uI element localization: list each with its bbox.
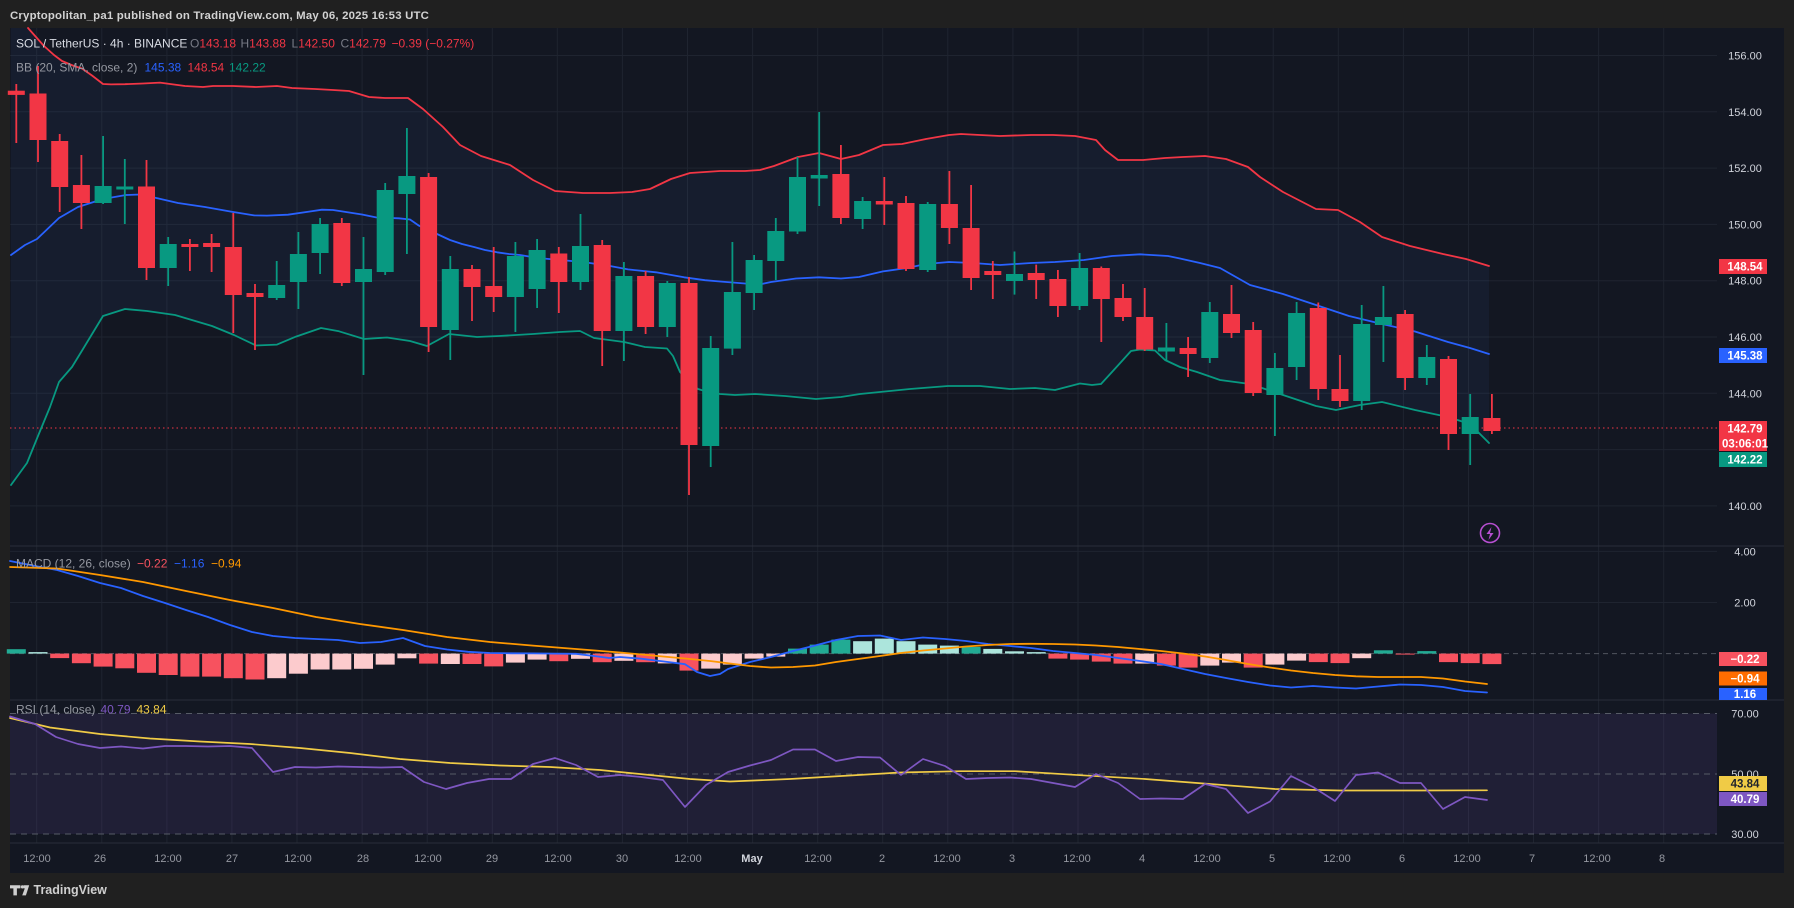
svg-text:−0.22: −0.22: [1730, 654, 1759, 666]
svg-text:142.22: 142.22: [229, 61, 266, 75]
svg-text:142.22: 142.22: [1727, 455, 1762, 467]
svg-text:12:00: 12:00: [1453, 853, 1481, 865]
svg-text:BB (20, SMA, close, 2): BB (20, SMA, close, 2): [16, 61, 137, 75]
svg-text:154.00: 154.00: [1728, 107, 1762, 119]
svg-text:2: 2: [879, 853, 885, 865]
svg-text:−0.94: −0.94: [1730, 674, 1760, 686]
svg-text:40.79: 40.79: [1731, 794, 1760, 806]
svg-text:26: 26: [94, 853, 106, 865]
svg-text:29: 29: [486, 853, 498, 865]
svg-text:152.00: 152.00: [1728, 163, 1762, 175]
svg-text:MACD (12, 26, close): MACD (12, 26, close): [16, 557, 131, 571]
svg-text:03:06:01: 03:06:01: [1722, 439, 1769, 451]
svg-text:145.38: 145.38: [145, 61, 182, 75]
svg-text:TradingView: TradingView: [34, 883, 108, 897]
svg-text:12:00: 12:00: [544, 853, 572, 865]
svg-text:12:00: 12:00: [414, 853, 442, 865]
svg-text:70.00: 70.00: [1731, 709, 1759, 721]
svg-text:O143.18: O143.18: [190, 37, 236, 51]
svg-text:H143.88: H143.88: [241, 37, 287, 51]
svg-text:SOL / TetherUS · 4h · BINANCE: SOL / TetherUS · 4h · BINANCE: [16, 37, 187, 51]
svg-text:3: 3: [1009, 853, 1015, 865]
svg-text:12:00: 12:00: [804, 853, 832, 865]
svg-text:12:00: 12:00: [1063, 853, 1091, 865]
svg-text:4: 4: [1139, 853, 1145, 865]
svg-text:L142.50: L142.50: [292, 37, 336, 51]
svg-text:12:00: 12:00: [674, 853, 702, 865]
svg-text:−0.94: −0.94: [211, 557, 242, 571]
svg-text:1.16: 1.16: [1734, 689, 1756, 701]
svg-text:156.00: 156.00: [1728, 51, 1762, 63]
svg-text:43.84: 43.84: [1731, 779, 1760, 791]
svg-text:12:00: 12:00: [1583, 853, 1611, 865]
svg-text:12:00: 12:00: [1323, 853, 1351, 865]
svg-text:−0.22: −0.22: [137, 557, 168, 571]
svg-text:5: 5: [1269, 853, 1275, 865]
svg-text:140.00: 140.00: [1728, 501, 1762, 513]
svg-text:4.00: 4.00: [1734, 546, 1755, 558]
svg-text:40.79: 40.79: [101, 703, 131, 717]
svg-text:12:00: 12:00: [1193, 853, 1221, 865]
svg-text:148.54: 148.54: [1727, 262, 1763, 274]
svg-text:−1.16: −1.16: [174, 557, 205, 571]
svg-text:7: 7: [1529, 853, 1535, 865]
svg-text:12:00: 12:00: [284, 853, 312, 865]
svg-text:C142.79: C142.79: [341, 37, 387, 51]
svg-text:148.00: 148.00: [1728, 276, 1762, 288]
svg-text:148.54: 148.54: [188, 61, 225, 75]
svg-text:12:00: 12:00: [154, 853, 182, 865]
svg-text:Cryptopolitan_pa1 published on: Cryptopolitan_pa1 published on TradingVi…: [10, 10, 429, 22]
svg-text:RSI (14, close): RSI (14, close): [16, 703, 95, 717]
svg-text:8: 8: [1659, 853, 1665, 865]
svg-text:2.00: 2.00: [1734, 598, 1755, 610]
svg-text:28: 28: [357, 853, 369, 865]
svg-text:6: 6: [1399, 853, 1405, 865]
svg-text:144.00: 144.00: [1728, 388, 1762, 400]
svg-text:−0.39 (−0.27%): −0.39 (−0.27%): [392, 37, 475, 51]
svg-text:27: 27: [226, 853, 238, 865]
svg-text:12:00: 12:00: [933, 853, 961, 865]
svg-text:30: 30: [616, 853, 628, 865]
svg-text:150.00: 150.00: [1728, 219, 1762, 231]
svg-text:145.38: 145.38: [1727, 351, 1763, 363]
svg-text:43.84: 43.84: [137, 703, 167, 717]
svg-text:May: May: [741, 853, 763, 865]
svg-text:142.79: 142.79: [1727, 424, 1762, 436]
svg-text:30.00: 30.00: [1731, 829, 1759, 841]
svg-text:146.00: 146.00: [1728, 332, 1762, 344]
svg-text:12:00: 12:00: [23, 853, 51, 865]
